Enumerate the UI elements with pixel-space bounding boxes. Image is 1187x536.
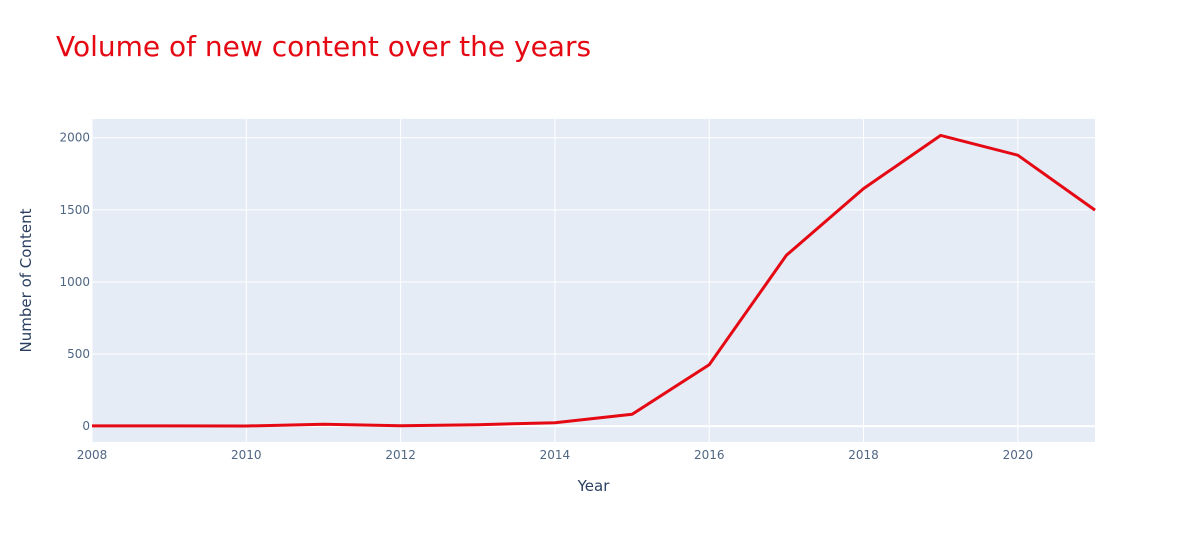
x-tick-label: 2018 <box>848 448 879 462</box>
y-tick-label: 0 <box>82 419 90 433</box>
x-tick-label: 2012 <box>385 448 416 462</box>
plot-area <box>92 119 1095 442</box>
x-axis-title: Year <box>577 477 611 495</box>
x-tick-label: 2020 <box>1003 448 1034 462</box>
chart-title: Volume of new content over the years <box>56 30 592 63</box>
series-line <box>92 133 1096 428</box>
tick-labels: 0 500 1000 1500 2000 2008 2010 2012 2014 2016 2018… <box>59 131 1033 462</box>
x-tick-label: 2010 <box>231 448 262 462</box>
y-tick-label: 500 <box>67 347 90 361</box>
x-tick-label: 2016 <box>694 448 725 462</box>
y-axis-title: Number of Content <box>17 208 35 352</box>
y-tick-label: 2000 <box>59 131 90 145</box>
x-tick-label: 2008 <box>77 448 108 462</box>
series-layer <box>92 133 1096 428</box>
y-tick-label: 1500 <box>59 203 90 217</box>
x-tick-label: 2014 <box>540 448 571 462</box>
y-tick-label: 1000 <box>59 275 90 289</box>
